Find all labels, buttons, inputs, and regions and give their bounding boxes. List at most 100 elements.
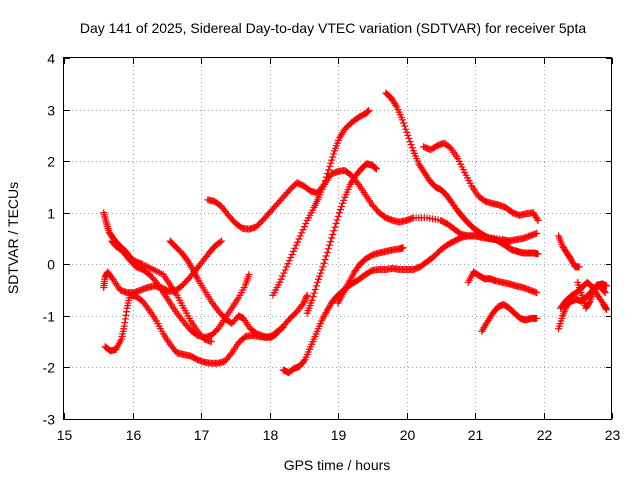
data-point — [308, 296, 316, 304]
x-tick-label: 20 — [400, 427, 416, 443]
data-point — [335, 209, 343, 217]
data-point — [320, 259, 328, 267]
data-point — [533, 314, 541, 322]
data-point — [298, 229, 306, 237]
y-tick-label: 4 — [47, 51, 55, 67]
data-point — [285, 257, 293, 265]
data-point — [327, 159, 335, 167]
data-point — [316, 272, 324, 280]
data-point — [402, 125, 410, 133]
data-point — [404, 131, 412, 139]
x-tick-label: 18 — [263, 427, 279, 443]
data-point — [601, 289, 609, 297]
series-track-12 — [420, 139, 542, 224]
data-point — [292, 241, 300, 249]
data-point — [401, 122, 409, 130]
data-point — [300, 357, 308, 365]
series-track-1 — [100, 209, 215, 346]
data-point — [319, 263, 327, 271]
data-point — [533, 289, 541, 297]
data-point — [569, 258, 577, 266]
x-tick-label: 22 — [537, 427, 553, 443]
data-point — [207, 338, 215, 346]
data-point — [371, 163, 379, 171]
series-track-9 — [303, 160, 380, 317]
data-point — [534, 250, 542, 258]
x-tick-label: 23 — [605, 427, 621, 443]
series-track-15 — [555, 232, 583, 271]
data-point — [218, 237, 226, 245]
series-track-4 — [108, 237, 253, 342]
data-point — [575, 263, 583, 271]
data-point — [329, 230, 337, 238]
data-point — [300, 297, 308, 305]
data-point — [332, 220, 340, 228]
data-point — [331, 223, 339, 231]
data-point — [324, 170, 332, 178]
data-point — [226, 351, 234, 359]
y-tick-label: 1 — [47, 206, 55, 222]
data-point — [372, 165, 380, 173]
data-point — [339, 199, 347, 207]
data-point — [287, 254, 295, 262]
data-point — [303, 291, 311, 299]
data-point — [310, 289, 318, 297]
data-point — [333, 216, 341, 224]
data-point — [330, 227, 338, 235]
data-point — [276, 278, 284, 286]
data-point — [329, 153, 337, 161]
data-point — [338, 203, 346, 211]
data-point — [294, 238, 302, 246]
data-point — [567, 255, 575, 263]
data-point — [398, 116, 406, 124]
data-point — [299, 226, 307, 234]
data-point — [302, 220, 310, 228]
data-point — [245, 271, 253, 279]
data-point — [328, 156, 336, 164]
data-point — [283, 263, 291, 271]
data-point — [108, 274, 116, 282]
data-point — [300, 223, 308, 231]
y-tick-label: 3 — [47, 103, 55, 119]
data-point — [311, 286, 319, 294]
series-track-14 — [478, 301, 541, 335]
data-point — [327, 238, 335, 246]
data-point — [295, 235, 303, 243]
y-tick-label: 2 — [47, 154, 55, 170]
data-point — [600, 288, 608, 296]
x-axis-label: GPS time / hours — [284, 457, 391, 473]
data-point — [372, 164, 380, 172]
data-point — [364, 107, 372, 115]
data-point — [216, 238, 224, 246]
y-tick-labels: -3 -2 -1 0 1 2 3 4 — [43, 51, 56, 428]
plot-frame — [63, 57, 612, 420]
data-point — [603, 282, 611, 290]
x-tick-label: 17 — [194, 427, 210, 443]
y-tick-label: -1 — [43, 309, 56, 325]
data-point — [312, 282, 320, 290]
axis-ticks — [64, 58, 613, 420]
series-track-11 — [382, 89, 542, 258]
data-point — [280, 269, 288, 277]
data-point — [313, 278, 321, 286]
data-point — [321, 256, 329, 264]
data-point — [300, 299, 308, 307]
data-point — [405, 134, 413, 142]
data-point — [289, 247, 297, 255]
x-tick-label: 15 — [57, 427, 73, 443]
data-point — [321, 177, 329, 185]
data-point — [365, 107, 373, 115]
data-point — [320, 180, 328, 188]
data-point — [326, 162, 334, 170]
data-point — [403, 128, 411, 136]
x-tick-label: 19 — [331, 427, 347, 443]
x-tick-labels: 15 16 17 18 19 20 21 22 23 — [57, 427, 621, 443]
series-track-3 — [100, 237, 226, 297]
x-tick-label: 16 — [126, 427, 142, 443]
data-point — [325, 166, 333, 174]
data-point — [151, 277, 159, 285]
y-axis-label: SDTVAR / TECUs — [5, 182, 21, 294]
data-point — [533, 229, 541, 237]
data-point — [318, 266, 326, 274]
